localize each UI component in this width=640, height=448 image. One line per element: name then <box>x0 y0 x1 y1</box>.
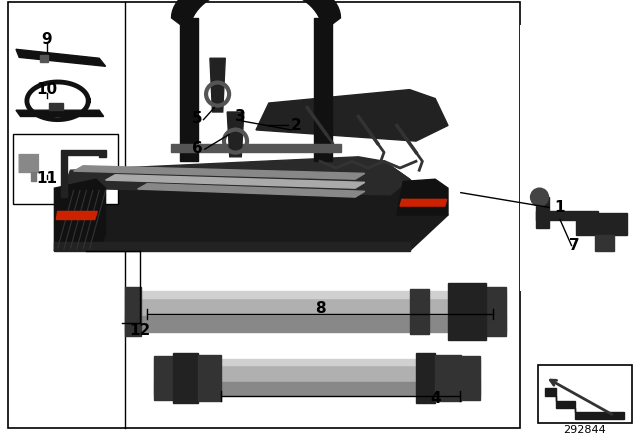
Polygon shape <box>545 388 624 419</box>
Polygon shape <box>314 18 332 161</box>
Text: 12: 12 <box>129 323 150 338</box>
Polygon shape <box>16 49 106 66</box>
Polygon shape <box>74 166 365 179</box>
Polygon shape <box>16 110 104 116</box>
Polygon shape <box>448 283 486 340</box>
Polygon shape <box>180 18 198 161</box>
Text: 10: 10 <box>36 82 58 97</box>
Bar <box>13 134 118 204</box>
Polygon shape <box>49 103 63 110</box>
Polygon shape <box>125 287 141 336</box>
Polygon shape <box>576 213 627 235</box>
Polygon shape <box>61 175 67 197</box>
Polygon shape <box>171 144 341 152</box>
Polygon shape <box>397 179 448 215</box>
Polygon shape <box>400 199 447 206</box>
Polygon shape <box>125 291 506 298</box>
Polygon shape <box>54 242 410 251</box>
Polygon shape <box>154 359 480 365</box>
Polygon shape <box>31 172 36 181</box>
Text: 9: 9 <box>42 32 52 47</box>
Polygon shape <box>154 365 480 382</box>
Polygon shape <box>172 0 340 31</box>
Circle shape <box>531 188 548 206</box>
Text: 5: 5 <box>192 111 202 126</box>
Bar <box>520 25 628 291</box>
Text: 2: 2 <box>291 118 301 133</box>
Polygon shape <box>435 355 461 401</box>
Text: 1: 1 <box>555 200 565 215</box>
Polygon shape <box>461 356 480 400</box>
Polygon shape <box>138 184 365 197</box>
Polygon shape <box>64 157 410 195</box>
Polygon shape <box>54 179 106 251</box>
Polygon shape <box>173 353 198 403</box>
Polygon shape <box>227 112 244 157</box>
Polygon shape <box>154 356 173 400</box>
Polygon shape <box>154 382 480 395</box>
Polygon shape <box>61 150 106 175</box>
Polygon shape <box>40 55 48 62</box>
Polygon shape <box>125 316 506 332</box>
Bar <box>538 365 632 423</box>
Text: 4: 4 <box>430 391 440 406</box>
Text: 6: 6 <box>192 141 202 156</box>
Text: 7: 7 <box>569 238 579 253</box>
Polygon shape <box>125 298 506 316</box>
Text: 292844: 292844 <box>564 425 606 435</box>
Polygon shape <box>54 161 448 251</box>
Text: 8: 8 <box>315 301 325 316</box>
Polygon shape <box>595 235 614 251</box>
Polygon shape <box>536 197 549 228</box>
Bar <box>8 2 520 428</box>
Polygon shape <box>56 211 97 220</box>
Polygon shape <box>410 289 429 334</box>
Polygon shape <box>210 58 225 112</box>
FancyBboxPatch shape <box>19 155 38 172</box>
Polygon shape <box>536 211 598 220</box>
Polygon shape <box>416 353 435 403</box>
Text: 11: 11 <box>36 171 57 186</box>
Polygon shape <box>106 175 365 188</box>
Polygon shape <box>198 355 221 401</box>
Text: 3: 3 <box>235 109 245 124</box>
Polygon shape <box>256 90 448 141</box>
Polygon shape <box>486 287 506 336</box>
